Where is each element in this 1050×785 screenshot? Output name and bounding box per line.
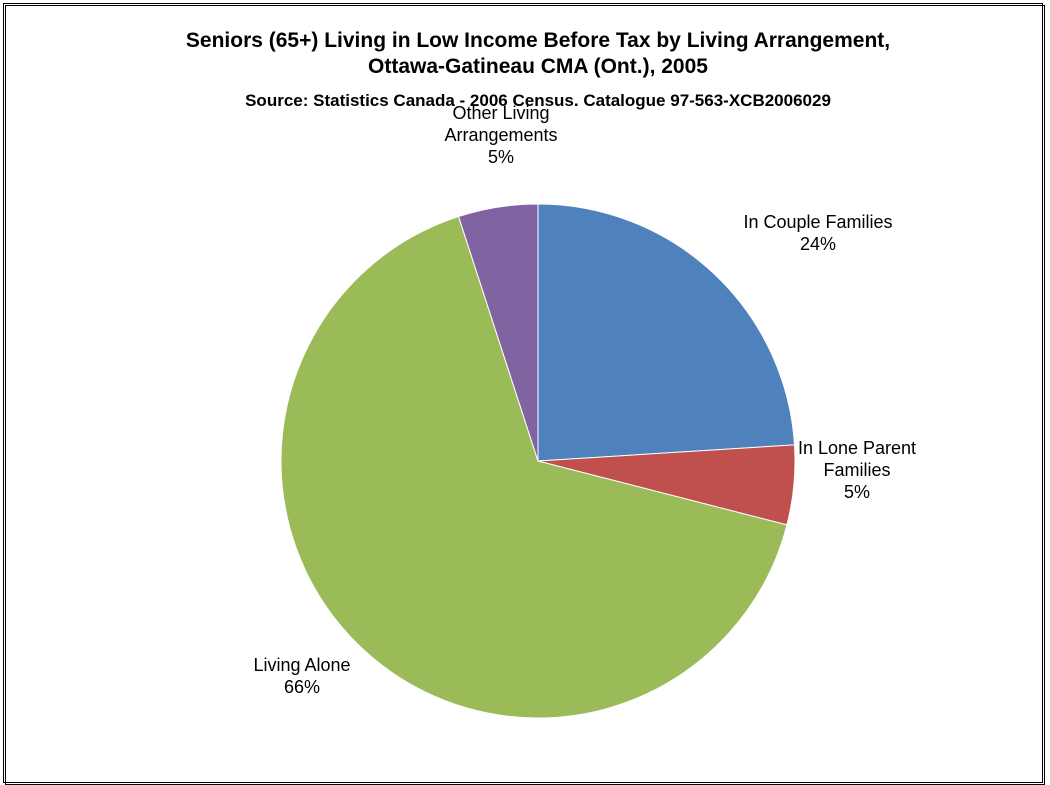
chart-title-line2: Ottawa-Gatineau CMA (Ont.), 2005 — [368, 55, 708, 78]
data-label-text: Arrangements — [444, 125, 557, 145]
pie-slice-living-alone — [280, 215, 788, 719]
chart-title: Seniors (65+) Living in Low Income Befor… — [185, 29, 891, 52]
data-label-value: 66% — [284, 677, 320, 697]
data-label-value: 5% — [844, 482, 870, 502]
pie-slice-in-couple-families — [537, 203, 796, 462]
data-label-text: Families — [823, 460, 890, 480]
data-label-text: In Couple Families — [743, 212, 892, 232]
data-label-value: 24% — [800, 234, 836, 254]
pie-slice-other-living-arrangements — [457, 203, 539, 462]
data-label-text: In Lone Parent — [798, 438, 916, 458]
data-label-text: Living Alone — [253, 655, 350, 675]
data-label-text: Other Living — [452, 103, 549, 123]
chart-subtitle: Source: Statistics Canada - 2006 Census.… — [245, 91, 831, 110]
data-label-value: 5% — [488, 147, 514, 167]
